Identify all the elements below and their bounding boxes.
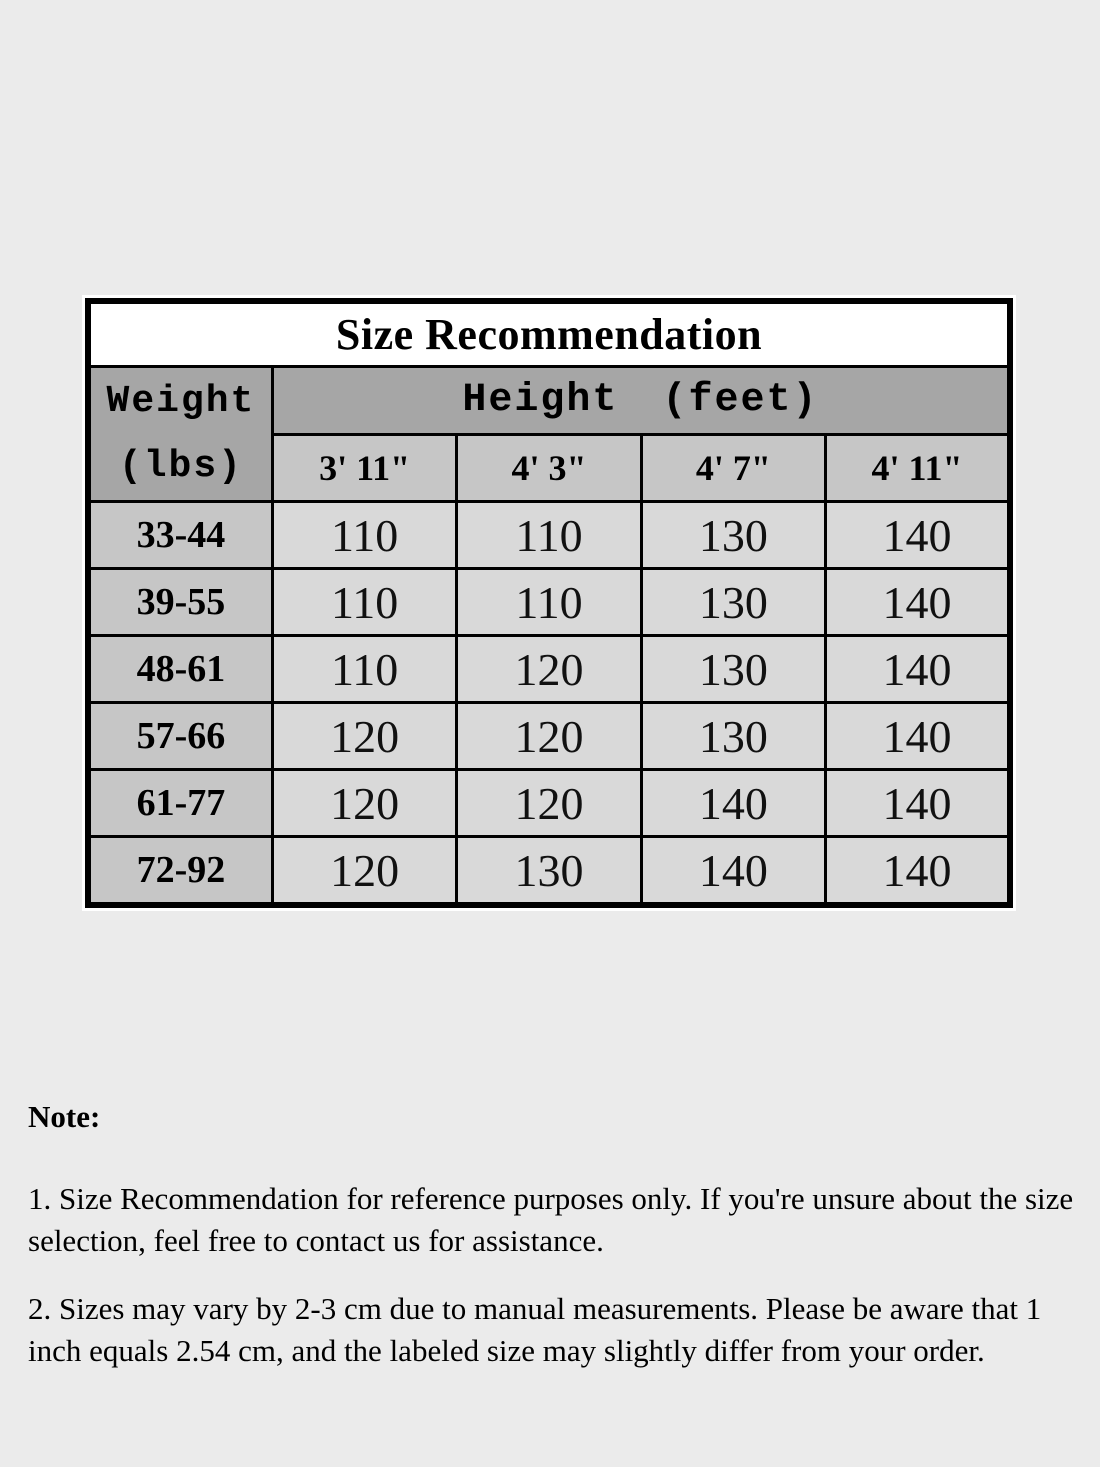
table-row: 33-44 110 110 130 140 [86,500,1012,570]
size-value: 120 [455,634,643,704]
size-value: 130 [639,701,828,771]
weight-range: 39-55 [86,567,274,637]
notes-section: Note: 1. Size Recommendation for referen… [28,1096,1076,1398]
table-row: 48-61 110 120 130 140 [86,634,1012,704]
height-col-header-3: 4' 11" [824,433,1012,503]
note-label: Note: [28,1099,101,1134]
size-value: 130 [639,634,828,704]
header-row: Weight (lbs) Height (feet) [86,365,1012,503]
size-value: 140 [824,835,1012,907]
table-row: 72-92 120 130 140 140 [86,835,1012,907]
size-value: 120 [455,701,643,771]
table-row: 57-66 120 120 130 140 [86,701,1012,771]
size-value: 130 [455,835,643,907]
size-value: 110 [455,567,643,637]
weight-range: 72-92 [86,835,274,907]
size-value: 140 [639,768,828,838]
weight-range: 33-44 [86,500,274,570]
size-value: 120 [455,768,643,838]
size-value: 130 [639,500,828,570]
size-value: 110 [270,634,459,704]
note-item-2: 2. Sizes may vary by 2-3 cm due to manua… [28,1291,1042,1368]
size-recommendation-table: Size Recommendation Weight (lbs) Height … [82,295,1016,911]
height-group-header: Height (feet) [270,365,1012,436]
size-value: 110 [270,500,459,570]
weight-range: 48-61 [86,634,274,704]
size-value: 110 [455,500,643,570]
height-subheader-row: 3' 11" 4' 3" 4' 7" 4' 11" [88,433,1012,503]
size-value: 140 [824,768,1012,838]
weight-range: 57-66 [86,701,274,771]
size-value: 140 [824,500,1012,570]
size-value: 140 [824,567,1012,637]
title-row: Size Recommendation [86,299,1012,368]
table-row: 61-77 120 120 140 140 [86,768,1012,838]
size-value: 120 [270,701,459,771]
weight-header-line2: (lbs) [118,445,243,488]
size-value: 140 [824,634,1012,704]
note-item-1: 1. Size Recommendation for reference pur… [28,1181,1074,1258]
weight-header-line1: Weight [106,380,256,423]
weight-range: 61-77 [86,768,274,838]
size-value: 140 [824,701,1012,771]
table-row: 39-55 110 110 130 140 [86,567,1012,637]
size-value: 130 [639,567,828,637]
size-value: 120 [270,768,459,838]
height-col-header-2: 4' 7" [639,433,828,503]
weight-column-header: Weight (lbs) [86,365,274,503]
size-value: 140 [639,835,828,907]
size-value: 110 [270,567,459,637]
height-col-header-1: 4' 3" [455,433,643,503]
size-value: 120 [270,835,459,907]
table-title: Size Recommendation [86,299,1012,368]
height-col-header-0: 3' 11" [270,433,459,503]
